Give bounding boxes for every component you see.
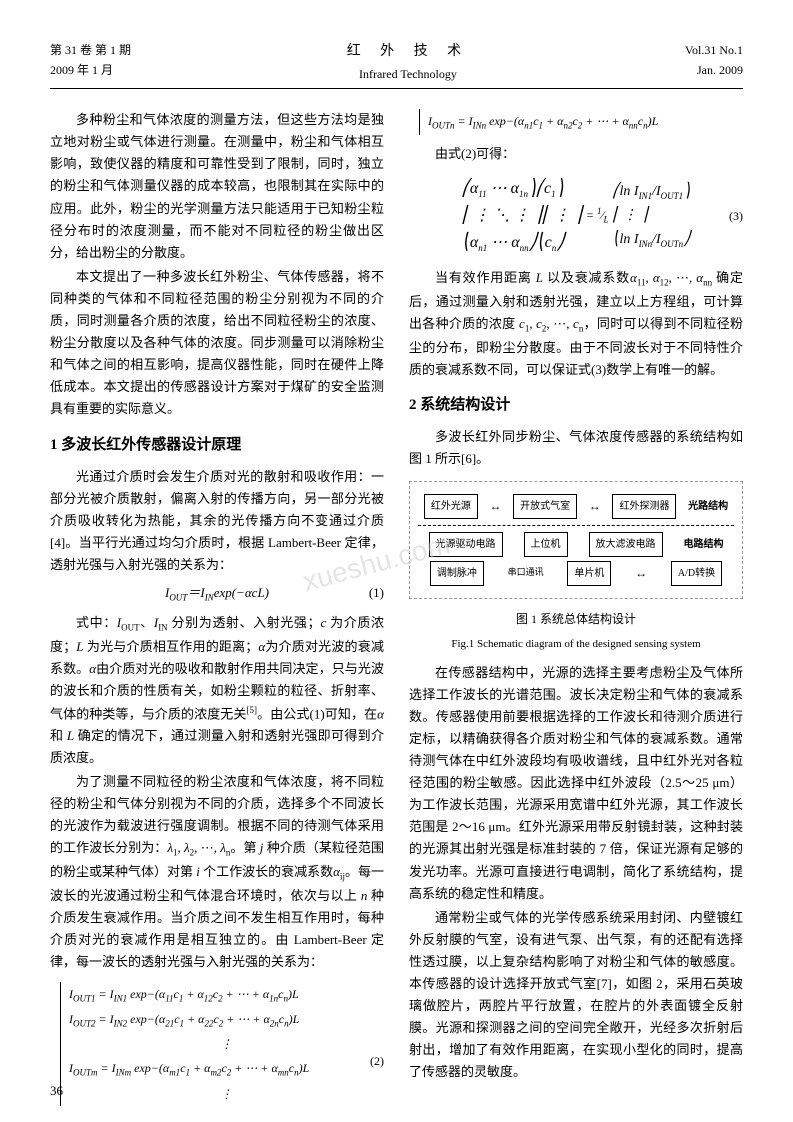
diagram-box: 单片机 — [567, 561, 611, 586]
equation-1: IOUT＝IINexp(−αcL) (1) — [50, 582, 384, 606]
matrix-ln: ⎛ln IIN1/IOUT1⎞ ⎜ ⋮ ⎟ ⎝ln IINn/IOUTn⎠ — [613, 180, 691, 252]
page-header: 第 31 卷 第 1 期 2009 年 1 月 红 外 技 术 Infrared… — [50, 40, 743, 89]
diagram-label-small: 串口通讯 — [508, 565, 544, 580]
diagram-box: 上位机 — [524, 532, 568, 557]
diagram-box: 红外光源 — [424, 494, 478, 519]
formula-body: IOUT＝IINexp(−αcL) — [165, 585, 269, 600]
diagram-label: 光路结构 — [688, 498, 728, 515]
paragraph: 由式(2)可得： — [409, 143, 743, 165]
diagram-box: 光源驱动电路 — [429, 532, 503, 557]
main-content: 多种粉尘和气体浓度的测量方法，但这些方法均是独立地对粉尘或气体进行测量。在测量中… — [50, 109, 743, 1106]
arrow-icon: ↔ — [489, 496, 501, 516]
formula-number: (1) — [369, 582, 384, 604]
figure-1-diagram: 红外光源 ↔ 开放式气室 ↔ 红外探测器 光路结构 光源驱动电路 上位机 放大滤… — [409, 481, 743, 599]
paragraph: 在传感器结构中，光源的选择主要考虑粉尘及气体所选择工作波长的光谱范围。波长决定粉… — [409, 662, 743, 905]
volume-en: Vol.31 No.1 — [685, 40, 743, 60]
diagram-row: 调制脉冲 串口通讯 单片机 ↔ A/D转换 — [418, 561, 734, 586]
section-1-title: 1 多波长红外传感器设计原理 — [50, 433, 384, 459]
matrix-alpha: ⎛α11 ⋯ α1n⎞⎛c1⎞ ⎜ ⋮ ⋱ ⋮ ⎟⎜ ⋮ ⎟ ⎝αn1 ⋯ αn… — [462, 175, 582, 257]
diagram-box: 调制脉冲 — [430, 561, 484, 586]
formula-number: (2) — [370, 1049, 384, 1073]
page-number: 36 — [50, 1080, 63, 1102]
paragraph: 通常粉尘或气体的光学传感系统采用封闭、内壁镀红外反射膜的气室，设有进气泵、出气泵… — [409, 907, 743, 1084]
equation-3: ⎛α11 ⋯ α1n⎞⎛c1⎞ ⎜ ⋮ ⋱ ⋮ ⎟⎜ ⋮ ⎟ ⎝αn1 ⋯ αn… — [409, 175, 743, 257]
paragraph: 多波长红外同步粉尘、气体浓度传感器的系统结构如图 1 所示[6]。 — [409, 426, 743, 470]
diagram-row: 光源驱动电路 上位机 放大滤波电路 电路结构 — [418, 532, 734, 557]
journal-title-cn: 红 外 技 术 — [347, 40, 470, 64]
paragraph: 多种粉尘和气体浓度的测量方法，但这些方法均是独立地对粉尘或气体进行测量。在测量中… — [50, 109, 384, 264]
diagram-row: 红外光源 ↔ 开放式气室 ↔ 红外探测器 光路结构 — [418, 494, 734, 519]
journal-title-en: Infrared Technology — [347, 64, 470, 84]
eq-line: IOUT1 = IIN1 exp−(α11c1 + α12c2 + ⋯ + α1… — [69, 982, 384, 1007]
paragraph: 为了测量不同粒径的粉尘浓度和气体浓度，将不同粒径的粉尘和气体分别视为不同的介质，… — [50, 771, 384, 973]
diagram-box: 放大滤波电路 — [589, 532, 663, 557]
figure-1-caption-cn: 图 1 系统总体结构设计 — [409, 609, 743, 629]
eq-line: ⋮ — [69, 1082, 384, 1106]
header-left: 第 31 卷 第 1 期 2009 年 1 月 — [50, 40, 131, 84]
eq-line: ⋮ — [69, 1032, 384, 1056]
diagram-label: 电路结构 — [684, 536, 724, 553]
eq-line: IOUTn = IINn exp−(αn1c1 + αn2c2 + ⋯ + αn… — [428, 109, 743, 134]
section-2-title: 2 系统结构设计 — [409, 393, 743, 419]
arrow-icon: ↔ — [635, 563, 647, 583]
paragraph: 式中：IOUT、IIN 分别为透射、入射光强；c 为介质浓度；L 为光与介质相互… — [50, 612, 384, 769]
figure-1-caption-en: Fig.1 Schematic diagram of the designed … — [409, 635, 743, 654]
header-center: 红 外 技 术 Infrared Technology — [347, 40, 470, 84]
paragraph: 本文提出了一种多波长红外粉尘、气体传感器，将不同种类的气体和不同粒径范围的粉尘分… — [50, 266, 384, 421]
issue-date: 2009 年 1 月 — [50, 60, 131, 80]
diagram-box: 红外探测器 — [612, 494, 676, 519]
volume-issue: 第 31 卷 第 1 期 — [50, 40, 131, 60]
diagram-box: 开放式气室 — [513, 494, 577, 519]
formula-number: (3) — [729, 206, 743, 226]
date-en: Jan. 2009 — [685, 60, 743, 80]
arrow-icon: ↔ — [589, 496, 601, 516]
eq-line: IOUT2 = IIN2 exp−(α21c1 + α22c2 + ⋯ + α2… — [69, 1007, 384, 1032]
paragraph: 光通过介质时会发生介质对光的散射和吸收作用：一部分光被介质散射，偏离入射的传播方… — [50, 466, 384, 576]
header-right: Vol.31 No.1 Jan. 2009 — [685, 40, 743, 84]
eq-line: IOUTm = IINm exp−(αm1c1 + αm2c2 + ⋯ + αm… — [69, 1056, 384, 1081]
paragraph: 当有效作用距离 L 以及衰减系数α11, α12, ⋯, αnn 确定后，通过测… — [409, 267, 743, 381]
diagram-box: A/D转换 — [671, 561, 722, 586]
equals: = 1⁄L — [586, 204, 609, 228]
divider — [418, 525, 734, 526]
